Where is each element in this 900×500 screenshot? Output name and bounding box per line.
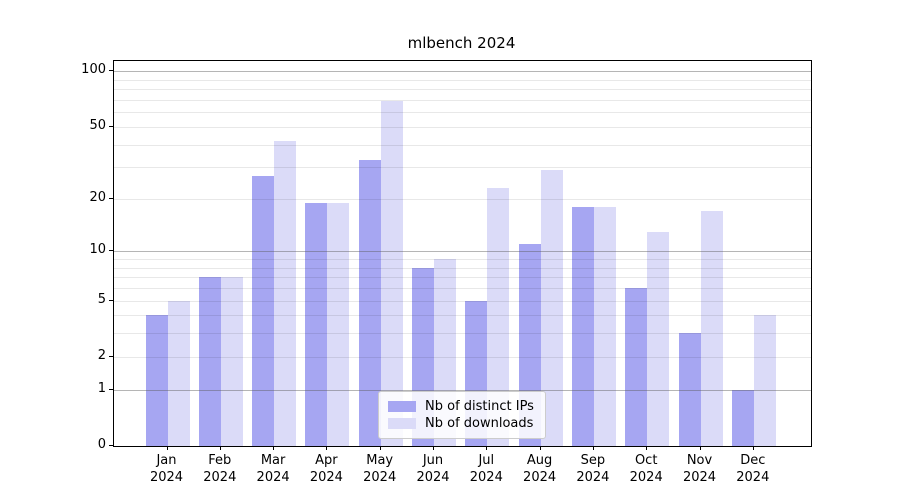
x-tick-label-aug: Aug 2024 bbox=[523, 453, 557, 485]
gridline-minor-20 bbox=[114, 198, 811, 200]
x-tick-jun bbox=[433, 446, 434, 450]
bar-nb-of-distinct-ips-feb bbox=[198, 277, 221, 446]
bar-nb-of-distinct-ips-may bbox=[358, 159, 381, 446]
gridline-minor-7 bbox=[114, 277, 811, 279]
x-tick-jul bbox=[486, 446, 488, 450]
y-tick-label-100: 100 bbox=[81, 62, 106, 78]
y-tick-5 bbox=[109, 299, 113, 301]
bar-nb-of-downloads-jan bbox=[167, 300, 190, 446]
x-tick-label-oct: Oct 2024 bbox=[629, 453, 663, 485]
x-tick-nov bbox=[699, 446, 701, 450]
bar-nb-of-distinct-ips-sep bbox=[571, 207, 594, 446]
bar-nb-of-distinct-ips-oct bbox=[625, 288, 648, 446]
gridline-minor-4 bbox=[114, 315, 811, 317]
x-tick-label-dec: Dec 2024 bbox=[736, 453, 770, 485]
x-tick-sep bbox=[592, 446, 594, 450]
bar-nb-of-distinct-ips-dec bbox=[731, 389, 754, 446]
bar-nb-of-downloads-feb bbox=[220, 277, 243, 446]
chart-title: mlbench 2024 bbox=[407, 34, 516, 52]
x-tick-dec bbox=[752, 446, 754, 450]
gridline-minor-2 bbox=[114, 356, 811, 358]
x-tick-feb bbox=[219, 446, 221, 450]
gridline-minor-90 bbox=[114, 79, 811, 81]
x-tick-label-jun: Jun 2024 bbox=[416, 453, 450, 485]
y-tick-label-1: 1 bbox=[97, 380, 106, 396]
x-tick-label-nov: Nov 2024 bbox=[682, 453, 717, 485]
legend-label-downloads: Nb of downloads bbox=[425, 415, 534, 431]
bar-nb-of-distinct-ips-jan bbox=[145, 315, 168, 446]
plot-area bbox=[113, 60, 812, 447]
bar-nb-of-downloads-sep bbox=[593, 207, 616, 446]
y-tick-50 bbox=[109, 125, 113, 127]
y-tick-label-20: 20 bbox=[89, 189, 106, 205]
gridline-minor-70 bbox=[114, 99, 811, 101]
gridline-minor-3 bbox=[114, 333, 811, 335]
x-tick-may bbox=[379, 446, 381, 450]
gridline-major-10 bbox=[114, 251, 811, 253]
bar-nb-of-downloads-dec bbox=[753, 315, 776, 446]
gridline-minor-9 bbox=[114, 259, 811, 261]
y-tick-0 bbox=[109, 445, 113, 446]
gridline-minor-40 bbox=[114, 144, 811, 146]
gridline-minor-8 bbox=[114, 267, 811, 269]
gridline-minor-5 bbox=[114, 300, 811, 302]
legend-label-distinct-ips: Nb of distinct IPs bbox=[425, 398, 534, 414]
bar-nb-of-distinct-ips-mar bbox=[252, 175, 275, 446]
x-tick-label-jan: Jan 2024 bbox=[149, 453, 184, 485]
legend: Nb of distinct IPs Nb of downloads bbox=[378, 391, 546, 439]
x-tick-label-mar: Mar 2024 bbox=[256, 453, 290, 485]
bar-nb-of-downloads-apr bbox=[327, 202, 350, 446]
gridline-major-100 bbox=[114, 71, 811, 73]
gridline-minor-6 bbox=[114, 288, 811, 290]
y-tick-label-2: 2 bbox=[97, 347, 106, 363]
bar-nb-of-downloads-aug bbox=[540, 169, 563, 446]
y-tick-label-50: 50 bbox=[89, 117, 106, 133]
y-tick-label-10: 10 bbox=[89, 242, 106, 258]
y-tick-1 bbox=[109, 388, 113, 390]
x-tick-label-apr: Apr 2024 bbox=[309, 453, 343, 485]
x-tick-jan bbox=[166, 446, 168, 450]
gridline-major-1 bbox=[114, 389, 811, 391]
bar-nb-of-downloads-oct bbox=[647, 231, 670, 446]
gridline-minor-30 bbox=[114, 167, 811, 169]
x-tick-oct bbox=[646, 446, 648, 450]
x-tick-label-may: May 2024 bbox=[363, 453, 397, 485]
y-tick-2 bbox=[109, 355, 113, 357]
x-tick-aug bbox=[539, 446, 541, 450]
y-tick-20 bbox=[109, 197, 113, 199]
legend-row-distinct-ips: Nb of distinct IPs bbox=[388, 398, 536, 415]
legend-row-downloads: Nb of downloads bbox=[388, 415, 536, 432]
bar-nb-of-distinct-ips-apr bbox=[305, 202, 328, 446]
bar-nb-of-downloads-may bbox=[380, 101, 403, 446]
x-tick-label-sep: Sep 2024 bbox=[576, 453, 610, 485]
gridline-minor-80 bbox=[114, 89, 811, 91]
legend-swatch-distinct-ips bbox=[388, 401, 416, 412]
x-tick-label-jul: Jul 2024 bbox=[469, 453, 503, 485]
legend-swatch-downloads bbox=[388, 418, 416, 429]
y-tick-label-5: 5 bbox=[97, 291, 106, 307]
x-tick-mar bbox=[273, 446, 275, 450]
y-tick-label-0: 0 bbox=[97, 437, 106, 452]
bar-nb-of-downloads-jul bbox=[487, 188, 510, 446]
x-tick-apr bbox=[326, 446, 328, 450]
gridline-minor-50 bbox=[114, 126, 811, 128]
y-tick-10 bbox=[109, 250, 113, 252]
bar-nb-of-downloads-nov bbox=[700, 211, 723, 446]
x-tick-label-feb: Feb 2024 bbox=[203, 453, 237, 485]
bar-nb-of-distinct-ips-nov bbox=[678, 333, 701, 446]
gridline-minor-60 bbox=[114, 112, 811, 114]
y-tick-100 bbox=[109, 70, 113, 72]
bar-nb-of-downloads-mar bbox=[274, 140, 297, 446]
